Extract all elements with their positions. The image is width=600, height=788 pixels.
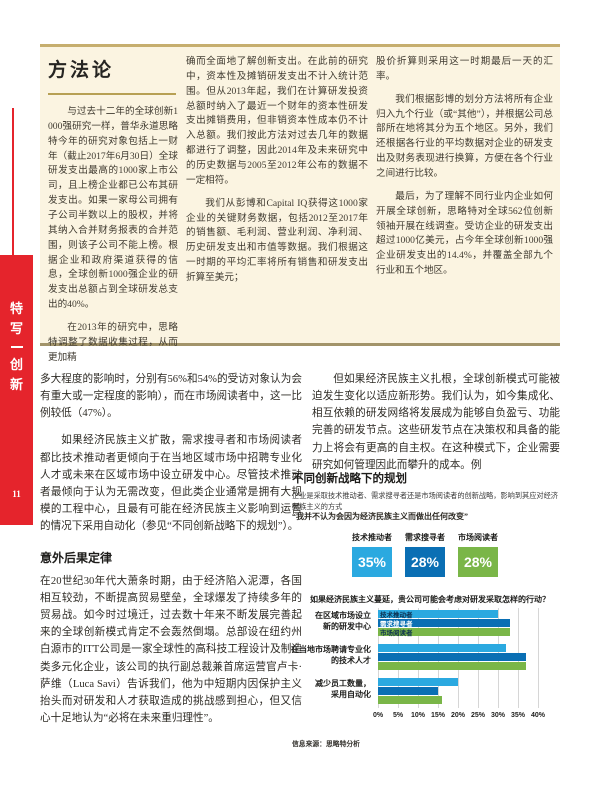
exhibit-header: 不同创新战略下的规划 企业是采取技术推动者、需求搜寻者还是市场阅读者的创新战略，… [292, 470, 560, 513]
tab-divider [10, 346, 23, 349]
stat-value: 35% [352, 547, 392, 577]
paragraph: 如果经济民族主义扩散，需求搜寻者和市场阅读者都比技术推动者更倾向于在当地区域市场… [40, 435, 302, 533]
axis-tick: 10% [410, 712, 426, 719]
stat-market-reader: 市场阅读者 28% [458, 532, 498, 577]
axis-tick: 0% [372, 712, 384, 719]
title-underline [48, 93, 176, 95]
bar-chart-axis: 0% 5% 10% 15% 20% 25% 30% 35% 40% [373, 712, 545, 724]
paragraph: 我们从彭博和Capital IQ获得这1000家企业的关键财务数据，包括2012… [186, 197, 368, 284]
paragraph: 但如果经济民族主义扎根，全球创新模式可能被迫发生变化以适应新形势。我们认为，如今… [312, 374, 560, 471]
axis-tick: 15% [430, 712, 446, 719]
axis-tick: 5% [392, 712, 404, 719]
bar-chart: 在区域市场设立 新的研发中心在当地市场聘请专业化 的技术人才减少员工数量， 采用… [291, 608, 560, 730]
section-tab: 特写 创新 11 [0, 255, 33, 525]
page-number: 11 [12, 489, 21, 499]
stat-label: 技术推动者 [352, 533, 392, 542]
axis-tick: 20% [450, 712, 466, 719]
exhibit-title: 不同创新战略下的规划 [292, 473, 407, 485]
axis-tick: 25% [470, 712, 486, 719]
paragraph: 最后，为了理解不同行业内企业如何开展全球创新，思略特对全球562位创新领袖开展在… [376, 190, 553, 277]
axis-tick: 35% [510, 712, 526, 719]
bar-需求搜寻者 [378, 687, 438, 695]
stat-boxes: 技术推动者 35% 需求搜寻者 28% 市场阅读者 28% [352, 532, 498, 577]
paragraph: 多大程度的影响时，分别有56%和54%的受访对象认为会有重大或一定程度的影响），… [40, 374, 302, 420]
body-column-right: 但如果经济民族主义扎根，全球创新模式可能被迫发生变化以适应新形势。我们认为，如今… [312, 371, 560, 484]
tab-label-bottom: 创新 [9, 357, 23, 393]
category-label: 在区域市场设立 新的研发中心 [315, 611, 371, 631]
exhibit-subtitle: 企业是采取技术推动者、需求搜寻者还是市场阅读者的创新战略，影响到其应对经济民族主… [292, 491, 558, 511]
methodology-column-1: 与过去十二年的全球创新1000强研究一样，普华永道思略特今年的研究对象包括上一财… [48, 105, 178, 374]
legend-label: 需求搜寻者 [380, 621, 413, 628]
chart-source: 信息来源：思略特分析 [292, 741, 360, 748]
bar-技术推动者 [378, 644, 506, 652]
bar-需求搜寻者 [378, 653, 526, 661]
bar-技术推动者 [378, 678, 458, 686]
legend-label: 市场阅读者 [380, 630, 413, 637]
section-tab-label: 特写 创新 [0, 299, 33, 396]
axis-tick: 30% [490, 712, 506, 719]
stat-tech-driver: 技术推动者 35% [352, 532, 392, 577]
bar-技术推动者: 技术推动者 [378, 610, 498, 619]
stat-value: 28% [405, 547, 445, 577]
category-label: 减少员工数量， 采用自动化 [315, 679, 371, 699]
stat-label: 需求搜寻者 [405, 533, 445, 542]
category-label: 在当地市场聘请专业化 的技术人才 [291, 645, 371, 665]
paragraph: 在20世纪30年代大萧条时期，由于经济陷入泥潭，各国相互较劲，不断提高贸易壁垒，… [40, 575, 302, 725]
axis-tick: 40% [530, 712, 546, 719]
exhibit-quote: “我并不认为会因为经济民族主义而做出任何改变” [292, 512, 468, 521]
methodology-column-3: 股价折算则采用这一时期最后一天的汇率。 我们根据彭博的划分方法将所有企业归入九个… [376, 55, 553, 287]
stat-demand-seeker: 需求搜寻者 28% [405, 532, 445, 577]
paragraph: 我们根据彭博的划分方法将所有企业归入九个行业（或“其他”），并根据公司总部所在地… [376, 93, 553, 180]
body-column-left: 多大程度的影响时，分别有56%和54%的受访对象认为会有重大或一定程度的影响），… [40, 371, 302, 737]
bar-chart-categories: 在区域市场设立 新的研发中心在当地市场聘请专业化 的技术人才减少员工数量， 采用… [291, 608, 374, 708]
bar-需求搜寻者: 需求搜寻者 [378, 619, 510, 628]
methodology-title: 方法论 [48, 60, 115, 81]
bar-chart-plot: 技术推动者需求搜寻者市场阅读者 [378, 608, 539, 708]
stat-label: 市场阅读者 [458, 533, 498, 542]
bar-市场阅读者 [378, 696, 442, 704]
legend-label: 技术推动者 [380, 612, 413, 619]
methodology-column-2: 确而全面地了解创新支出。在此前的研究中，资本性及摊销研发支出不计入统计范围。但从… [186, 55, 368, 294]
bar-市场阅读者: 市场阅读者 [378, 628, 510, 637]
stat-value: 28% [458, 547, 498, 577]
paragraph: 与过去十二年的全球创新1000强研究一样，普华永道思略特今年的研究对象包括上一财… [48, 106, 178, 311]
tab-label-top: 特写 [9, 301, 23, 337]
chart-question: 如果经济民族主义蔓延，贵公司可能会考虑对研发采取怎样的行动？ [310, 595, 550, 604]
paragraph: 股价折算则采用这一时期最后一天的汇率。 [376, 56, 553, 82]
paragraph: 在2013年的研究中，思略特调整了数据收集过程，从而更加精 [48, 322, 178, 363]
section-heading: 意外后果定律 [40, 551, 113, 566]
paragraph: 确而全面地了解创新支出。在此前的研究中，资本性及摊销研发支出不计入统计范围。但从… [186, 56, 368, 186]
bar-市场阅读者 [378, 662, 526, 670]
gridline [538, 608, 539, 708]
red-accent-line [12, 108, 14, 255]
methodology-box: 方法论 与过去十二年的全球创新1000强研究一样，普华永道思略特今年的研究对象包… [40, 44, 560, 363]
